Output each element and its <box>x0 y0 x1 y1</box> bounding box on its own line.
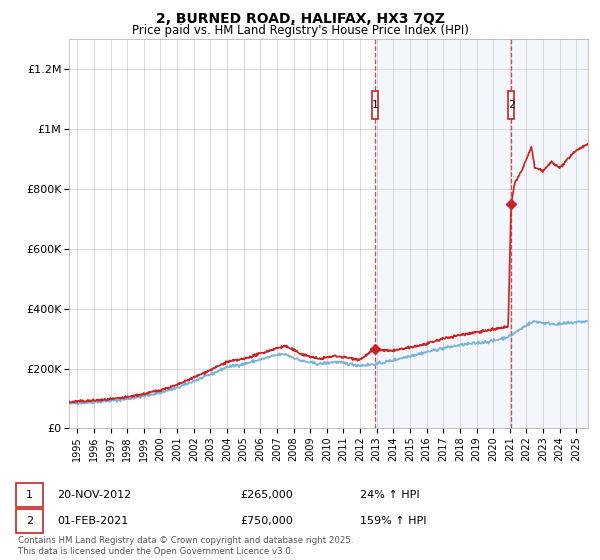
Bar <box>511 39 588 428</box>
Text: Price paid vs. HM Land Registry's House Price Index (HPI): Price paid vs. HM Land Registry's House … <box>131 24 469 36</box>
Text: £265,000: £265,000 <box>240 490 293 500</box>
Bar <box>375 39 511 428</box>
Text: 2, BURNED ROAD, HALIFAX, HX3 7QZ: 2, BURNED ROAD, HALIFAX, HX3 7QZ <box>155 12 445 26</box>
Text: £750,000: £750,000 <box>240 516 293 526</box>
Text: 01-FEB-2021: 01-FEB-2021 <box>57 516 128 526</box>
Text: 1: 1 <box>372 100 379 110</box>
Text: 1: 1 <box>26 490 33 500</box>
Text: 2: 2 <box>26 516 33 526</box>
FancyBboxPatch shape <box>372 91 379 119</box>
Text: 2: 2 <box>508 100 515 110</box>
Text: 24% ↑ HPI: 24% ↑ HPI <box>360 490 419 500</box>
Text: 20-NOV-2012: 20-NOV-2012 <box>57 490 131 500</box>
FancyBboxPatch shape <box>508 91 514 119</box>
Text: Contains HM Land Registry data © Crown copyright and database right 2025.
This d: Contains HM Land Registry data © Crown c… <box>18 536 353 556</box>
Text: 159% ↑ HPI: 159% ↑ HPI <box>360 516 427 526</box>
